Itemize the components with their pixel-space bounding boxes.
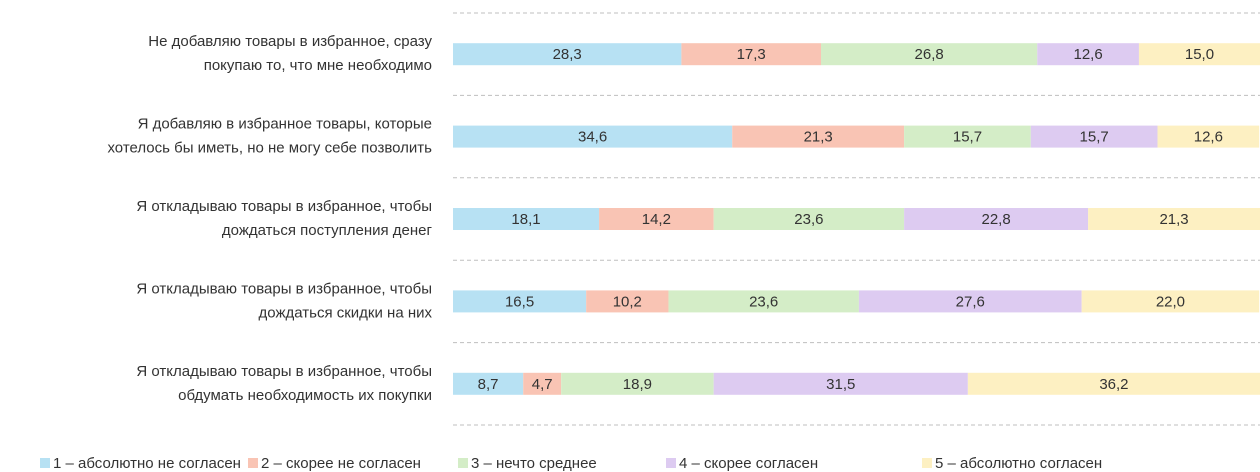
data-label: 23,6 (749, 293, 778, 310)
legend-swatch (666, 458, 676, 468)
bar-segment (904, 125, 1031, 148)
data-label: 12,6 (1194, 129, 1223, 146)
bar-segment (668, 290, 859, 313)
bar-segment (967, 372, 1260, 395)
bar-segment (713, 208, 905, 230)
bar-segment (1157, 125, 1260, 148)
bar-segment (1081, 290, 1260, 313)
data-label: 4,7 (532, 376, 553, 393)
legend-swatch (40, 458, 50, 468)
bar-segment (453, 208, 600, 230)
data-label: 10,2 (613, 293, 642, 310)
data-label: 28,3 (553, 46, 582, 63)
data-label: 34,6 (578, 129, 607, 146)
bar-segment (561, 372, 714, 395)
data-label: 21,3 (1159, 211, 1188, 228)
bar-segment (713, 372, 968, 395)
data-label: 22,0 (1156, 293, 1185, 310)
data-label: 18,1 (511, 211, 540, 228)
bar-segment (453, 372, 524, 395)
category-label: Я откладываю товары в избранное, чтобы (136, 280, 432, 297)
bar-segment (453, 125, 733, 148)
data-label: 8,7 (478, 376, 499, 393)
category-label: дождаться скидки на них (259, 304, 433, 321)
category-label: обдумать необходимость их покупки (178, 387, 432, 404)
bar-segment (858, 290, 1082, 313)
bar-segment (1138, 43, 1260, 66)
data-label: 26,8 (915, 46, 944, 63)
data-label: 14,2 (642, 211, 671, 228)
category-label: Я откладываю товары в избранное, чтобы (136, 198, 432, 215)
category-label: дождаться поступления денег (222, 222, 433, 239)
data-label: 15,0 (1185, 46, 1214, 63)
data-label: 12,6 (1074, 46, 1103, 63)
data-label: 17,3 (737, 46, 766, 63)
category-label: Я откладываю товары в избранное, чтобы (136, 363, 432, 380)
legend-label: 4 – скорее согласен (679, 455, 818, 472)
bar-segment (820, 43, 1038, 66)
data-label: 18,9 (623, 376, 652, 393)
bar-segment (586, 290, 669, 313)
legend-label: 5 – абсолютно согласен (935, 455, 1102, 472)
bar-segment (523, 372, 562, 395)
legend-swatch (248, 458, 258, 468)
legend-label: 1 – абсолютно не согласен (53, 455, 241, 472)
bar-segment (1088, 208, 1260, 230)
category-label: покупаю то, что мне необходимо (204, 57, 432, 74)
category-label: Я добавляю в избранное товары, которые (138, 116, 432, 133)
category-label: хотелось бы иметь, но не могу себе позво… (107, 140, 432, 157)
bar-segment (732, 125, 905, 148)
bar-segment (453, 290, 587, 313)
category-label: Не добавляю товары в избранное, сразу (148, 33, 432, 50)
data-label: 23,6 (794, 211, 823, 228)
bar-segment (453, 43, 682, 66)
data-label: 22,8 (982, 211, 1011, 228)
data-label: 21,3 (804, 129, 833, 146)
bar-segment (681, 43, 821, 66)
data-label: 15,7 (953, 129, 982, 146)
legend-swatch (922, 458, 932, 468)
data-label: 36,2 (1099, 376, 1128, 393)
legend-swatch (458, 458, 468, 468)
legend-label: 3 – нечто среднее (471, 455, 597, 472)
data-label: 27,6 (956, 293, 985, 310)
data-label: 31,5 (826, 376, 855, 393)
legend-label: 2 – скорее не согласен (261, 455, 421, 472)
bar-segment (1030, 125, 1158, 148)
data-label: 16,5 (505, 293, 534, 310)
bar-segment (599, 208, 714, 230)
bar-segment (1037, 43, 1139, 66)
data-label: 15,7 (1080, 129, 1109, 146)
bar-segment (904, 208, 1089, 230)
